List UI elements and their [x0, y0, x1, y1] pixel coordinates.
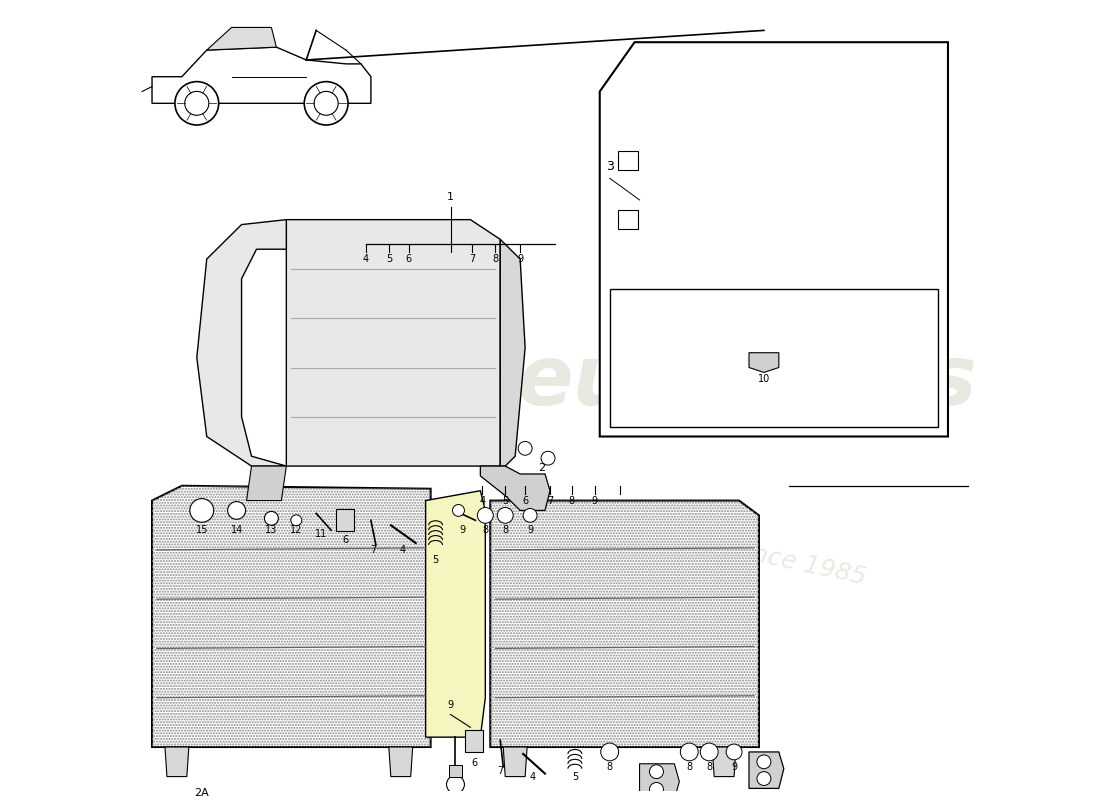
Text: 8: 8: [503, 525, 508, 535]
Bar: [449, 765, 462, 777]
Circle shape: [649, 782, 663, 796]
Text: 6: 6: [342, 535, 348, 545]
Text: a passion for parts since 1985: a passion for parts since 1985: [494, 488, 869, 590]
Circle shape: [228, 502, 245, 519]
Text: 9: 9: [448, 699, 453, 710]
Polygon shape: [197, 220, 286, 466]
Circle shape: [757, 772, 771, 786]
Circle shape: [541, 451, 556, 465]
Bar: [465, 730, 483, 752]
Bar: [337, 510, 354, 531]
Text: 9: 9: [732, 762, 737, 772]
Polygon shape: [152, 47, 371, 103]
Polygon shape: [286, 220, 500, 466]
Text: 1: 1: [447, 192, 454, 202]
Text: 8: 8: [482, 525, 488, 535]
Text: 4: 4: [399, 545, 406, 555]
Text: 2: 2: [539, 463, 546, 473]
Polygon shape: [246, 466, 286, 501]
Text: 14: 14: [231, 525, 243, 535]
Circle shape: [680, 743, 698, 761]
Polygon shape: [426, 490, 485, 737]
Polygon shape: [207, 27, 276, 50]
Text: 7: 7: [547, 495, 553, 506]
Circle shape: [649, 765, 663, 778]
Polygon shape: [165, 747, 189, 777]
Circle shape: [305, 82, 348, 125]
Text: 9: 9: [460, 525, 465, 535]
Text: europarts: europarts: [517, 341, 978, 422]
Circle shape: [524, 509, 537, 522]
Text: 8: 8: [686, 762, 692, 772]
Text: 4: 4: [530, 771, 536, 782]
Text: 8: 8: [569, 495, 575, 506]
Circle shape: [701, 743, 718, 761]
Text: 7: 7: [470, 254, 475, 264]
Circle shape: [264, 511, 278, 526]
Circle shape: [452, 505, 464, 516]
Bar: [618, 150, 638, 170]
Text: 5: 5: [572, 771, 578, 782]
Text: 8: 8: [706, 762, 713, 772]
Text: 12: 12: [290, 525, 303, 535]
Circle shape: [757, 755, 771, 769]
Text: 9: 9: [527, 525, 534, 535]
Text: 6: 6: [522, 495, 528, 506]
Circle shape: [175, 82, 219, 125]
Text: 13: 13: [265, 525, 277, 535]
Text: 8: 8: [606, 762, 613, 772]
Text: 7: 7: [370, 545, 376, 555]
Circle shape: [447, 776, 464, 794]
Polygon shape: [500, 239, 525, 466]
Polygon shape: [600, 42, 948, 437]
Polygon shape: [491, 501, 759, 747]
Circle shape: [518, 442, 532, 455]
Text: 2A: 2A: [195, 788, 209, 798]
Circle shape: [477, 507, 493, 523]
Text: 4: 4: [480, 495, 485, 506]
Text: 7: 7: [497, 766, 504, 776]
Polygon shape: [503, 747, 527, 777]
Text: 6: 6: [471, 758, 477, 768]
Polygon shape: [388, 747, 412, 777]
Text: 10: 10: [758, 374, 770, 384]
Polygon shape: [152, 486, 430, 747]
Polygon shape: [749, 353, 779, 373]
Text: 9: 9: [592, 495, 597, 506]
Text: 6: 6: [406, 254, 411, 264]
Text: 8: 8: [492, 254, 498, 264]
Text: 4: 4: [363, 254, 368, 264]
Text: 5: 5: [502, 495, 508, 506]
Polygon shape: [712, 747, 736, 777]
Text: 15: 15: [196, 525, 208, 535]
Polygon shape: [639, 764, 680, 799]
Circle shape: [290, 515, 301, 526]
Text: 5: 5: [432, 554, 439, 565]
Polygon shape: [749, 752, 784, 789]
Text: 9: 9: [517, 254, 524, 264]
Circle shape: [190, 498, 213, 522]
Circle shape: [497, 507, 514, 523]
Text: 5: 5: [386, 254, 392, 264]
Text: 3: 3: [606, 160, 614, 174]
Polygon shape: [481, 466, 550, 510]
Circle shape: [726, 744, 742, 760]
Bar: [618, 210, 638, 230]
Text: 11: 11: [315, 529, 328, 539]
Circle shape: [601, 743, 618, 761]
